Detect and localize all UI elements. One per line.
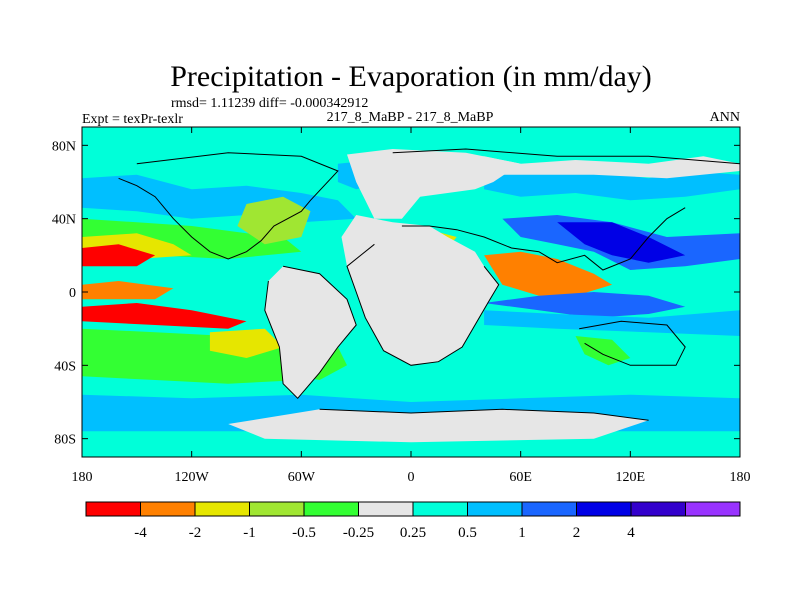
coastlines [118, 148, 740, 421]
colorbar-swatch [412, 501, 468, 517]
asia-south-coast [401, 207, 686, 271]
region-south-america-land [264, 266, 357, 399]
colorbar-swatch [194, 501, 250, 517]
region-arabian-orange [484, 251, 613, 296]
region-asia-deepblue [557, 222, 686, 263]
stats-label: rmsd= 1.11239 diff= -0.000342912 [171, 96, 368, 111]
colorbar-swatch [303, 501, 359, 517]
region-south-pacific-yellow [209, 328, 284, 358]
colorbar-swatch [521, 501, 577, 517]
colorbar-swatch [630, 501, 686, 517]
colorbar-swatch [685, 501, 741, 517]
region-maritime-blue [484, 292, 686, 318]
colorbar-label: 1 [518, 525, 526, 541]
x-tick-label: 180 [730, 470, 751, 485]
chart-title: Precipitation - Evaporation (in mm/day) [170, 60, 652, 93]
north-america-coast [118, 152, 339, 260]
x-tick-label: 0 [408, 470, 415, 485]
australia-coast [579, 320, 686, 366]
y-tick-label: 80S [54, 433, 76, 448]
colorbar-label: 4 [627, 525, 635, 541]
y-tick-label: 40N [52, 213, 76, 228]
season-label: ANN [710, 110, 740, 125]
colorbar-swatch [576, 501, 632, 517]
south-america-coast [264, 265, 357, 400]
colorbar-label: 2 [573, 525, 581, 541]
antarctica-coast [319, 408, 649, 421]
colorbar: -4 -2 -1 -0.5 -0.25 0.25 0.5 1 2 4 [85, 501, 741, 541]
region-siberia-land [447, 156, 740, 179]
contour-regions [82, 127, 740, 443]
region-antarctica-land [228, 409, 649, 443]
x-axis: 180 120W 60W 0 60E 120E 180 [72, 127, 751, 485]
y-tick-label: 80N [52, 139, 76, 154]
x-tick-label: 120E [616, 470, 646, 485]
africa-coast [346, 243, 500, 366]
colorbar-swatch [467, 501, 523, 517]
colorbar-swatch [140, 501, 196, 517]
case-label: 217_8_MaBP - 217_8_MaBP [327, 110, 494, 125]
y-tick-label: 40S [54, 359, 76, 374]
region-south-pacific-red [82, 303, 247, 329]
y-tick-label: 0 [69, 286, 76, 301]
colorbar-label: -0.25 [343, 525, 374, 541]
y-axis: 80N 40N 0 40S 80S [52, 139, 740, 448]
experiment-label: Expt = texPr-texlr [82, 112, 183, 127]
colorbar-label: -4 [134, 525, 147, 541]
region-west-australia-green [575, 336, 631, 366]
colorbar-swatch [249, 501, 305, 517]
x-tick-label: 120W [175, 470, 210, 485]
colorbar-swatch [85, 501, 141, 517]
colorbar-label: -0.5 [292, 525, 316, 541]
colorbar-label: -2 [189, 525, 202, 541]
x-tick-label: 60E [509, 470, 532, 485]
region-north-subtropic-red [82, 244, 156, 267]
region-africa-land [341, 215, 499, 366]
x-tick-label: 60W [288, 470, 316, 485]
region-equator-orange [82, 281, 174, 300]
x-tick-label: 180 [72, 470, 93, 485]
colorbar-label: 0.5 [458, 525, 477, 541]
region-west-atlantic-green [237, 196, 311, 245]
colorbar-swatch [358, 501, 414, 517]
eurasia-africa-coast [392, 148, 740, 165]
colorbar-label: -1 [243, 525, 256, 541]
colorbar-label: 0.25 [400, 525, 426, 541]
